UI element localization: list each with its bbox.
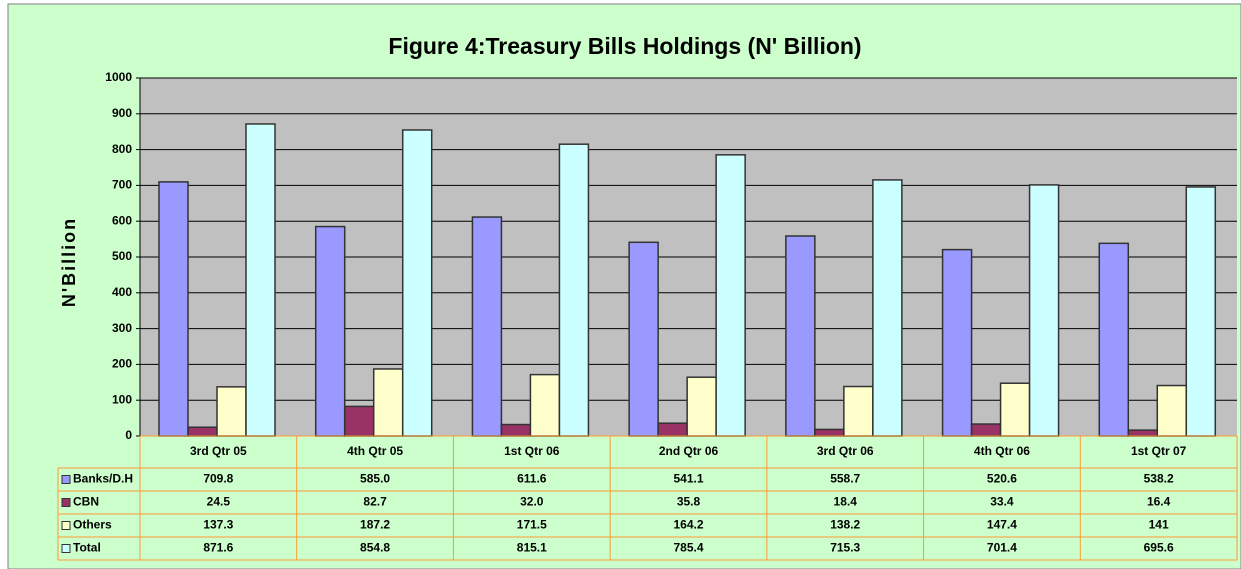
bar <box>843 385 874 437</box>
bar <box>1028 184 1060 437</box>
bar <box>343 405 375 437</box>
bar <box>814 428 845 437</box>
legend-swatch <box>61 544 71 553</box>
data-label: 18.4 <box>834 495 858 509</box>
bar <box>245 123 276 437</box>
data-label: 611.6 <box>517 472 547 486</box>
y-tick-label: 600 <box>112 213 132 227</box>
legend-swatch <box>61 498 71 507</box>
bar <box>686 376 717 437</box>
data-label: 558.7 <box>830 472 860 486</box>
bar <box>1098 242 1130 437</box>
legend-label: Others <box>73 518 112 532</box>
data-label: 24.5 <box>207 495 231 509</box>
bar <box>529 373 561 437</box>
data-label: 785.4 <box>673 541 703 555</box>
bar <box>785 235 816 437</box>
bar <box>158 181 189 437</box>
data-label: 137.3 <box>203 518 233 532</box>
data-label: 171.5 <box>517 518 547 532</box>
bar <box>715 154 746 437</box>
y-tick-label: 900 <box>112 106 132 120</box>
y-tick-label: 100 <box>112 392 132 406</box>
bar <box>657 422 688 437</box>
data-label: 16.4 <box>1147 495 1171 509</box>
bar <box>558 143 590 437</box>
x-tick-label: 3rd Qtr 06 <box>817 444 874 458</box>
x-tick-label: 3rd Qtr 05 <box>190 444 247 458</box>
y-tick-label: 500 <box>112 249 132 263</box>
data-label: 187.2 <box>360 518 390 532</box>
bar <box>187 426 218 437</box>
bar <box>314 225 346 437</box>
bar <box>372 368 404 437</box>
bar <box>872 179 903 437</box>
x-tick-label: 4th Qtr 05 <box>347 444 403 458</box>
data-label: 854.8 <box>360 541 390 555</box>
bar <box>941 248 973 437</box>
bar <box>471 216 503 437</box>
x-tick-label: 1st Qtr 07 <box>1131 444 1187 458</box>
legend-label: Banks/D.H <box>73 472 133 486</box>
y-axis-label: N'Billion <box>59 217 79 307</box>
bar <box>401 129 433 437</box>
data-label: 695.6 <box>1144 541 1174 555</box>
legend-swatch <box>61 521 71 530</box>
data-label: 585.0 <box>360 472 390 486</box>
legend-label: Total <box>73 541 101 555</box>
data-label: 35.8 <box>677 495 701 509</box>
bar <box>500 423 532 437</box>
bar <box>1185 186 1217 437</box>
bar <box>628 241 659 437</box>
y-tick-label: 800 <box>112 142 132 156</box>
bar <box>970 423 1002 437</box>
data-label: 141 <box>1149 518 1169 532</box>
x-tick-label: 2nd Qtr 06 <box>659 444 719 458</box>
data-label: 871.6 <box>203 541 233 555</box>
data-label: 701.4 <box>987 541 1017 555</box>
legend-swatch <box>61 475 71 484</box>
x-tick-label: 1st Qtr 06 <box>504 444 560 458</box>
x-tick-label: 4th Qtr 06 <box>974 444 1030 458</box>
data-label: 815.1 <box>517 541 547 555</box>
bar <box>999 382 1031 437</box>
y-tick-label: 300 <box>112 321 132 335</box>
data-label: 164.2 <box>673 518 703 532</box>
y-tick-label: 200 <box>112 357 132 371</box>
data-label: 138.2 <box>830 518 860 532</box>
chart-title: Figure 4:Treasury Bills Holdings (N' Bil… <box>388 33 861 59</box>
y-tick-label: 0 <box>125 428 132 442</box>
legend-label: CBN <box>73 495 99 509</box>
data-label: 82.7 <box>363 495 387 509</box>
bar <box>216 386 247 437</box>
y-tick-label: 400 <box>112 285 132 299</box>
y-tick-label: 1000 <box>105 70 132 84</box>
data-label: 538.2 <box>1144 472 1174 486</box>
y-tick-label: 700 <box>112 178 132 192</box>
data-label: 520.6 <box>987 472 1017 486</box>
data-label: 541.1 <box>673 472 703 486</box>
data-label: 32.0 <box>520 495 544 509</box>
data-label: 715.3 <box>830 541 860 555</box>
data-label: 33.4 <box>990 495 1014 509</box>
bar <box>1156 384 1188 437</box>
data-label: 147.4 <box>987 518 1017 532</box>
bar <box>1127 429 1159 437</box>
data-label: 709.8 <box>203 472 233 486</box>
